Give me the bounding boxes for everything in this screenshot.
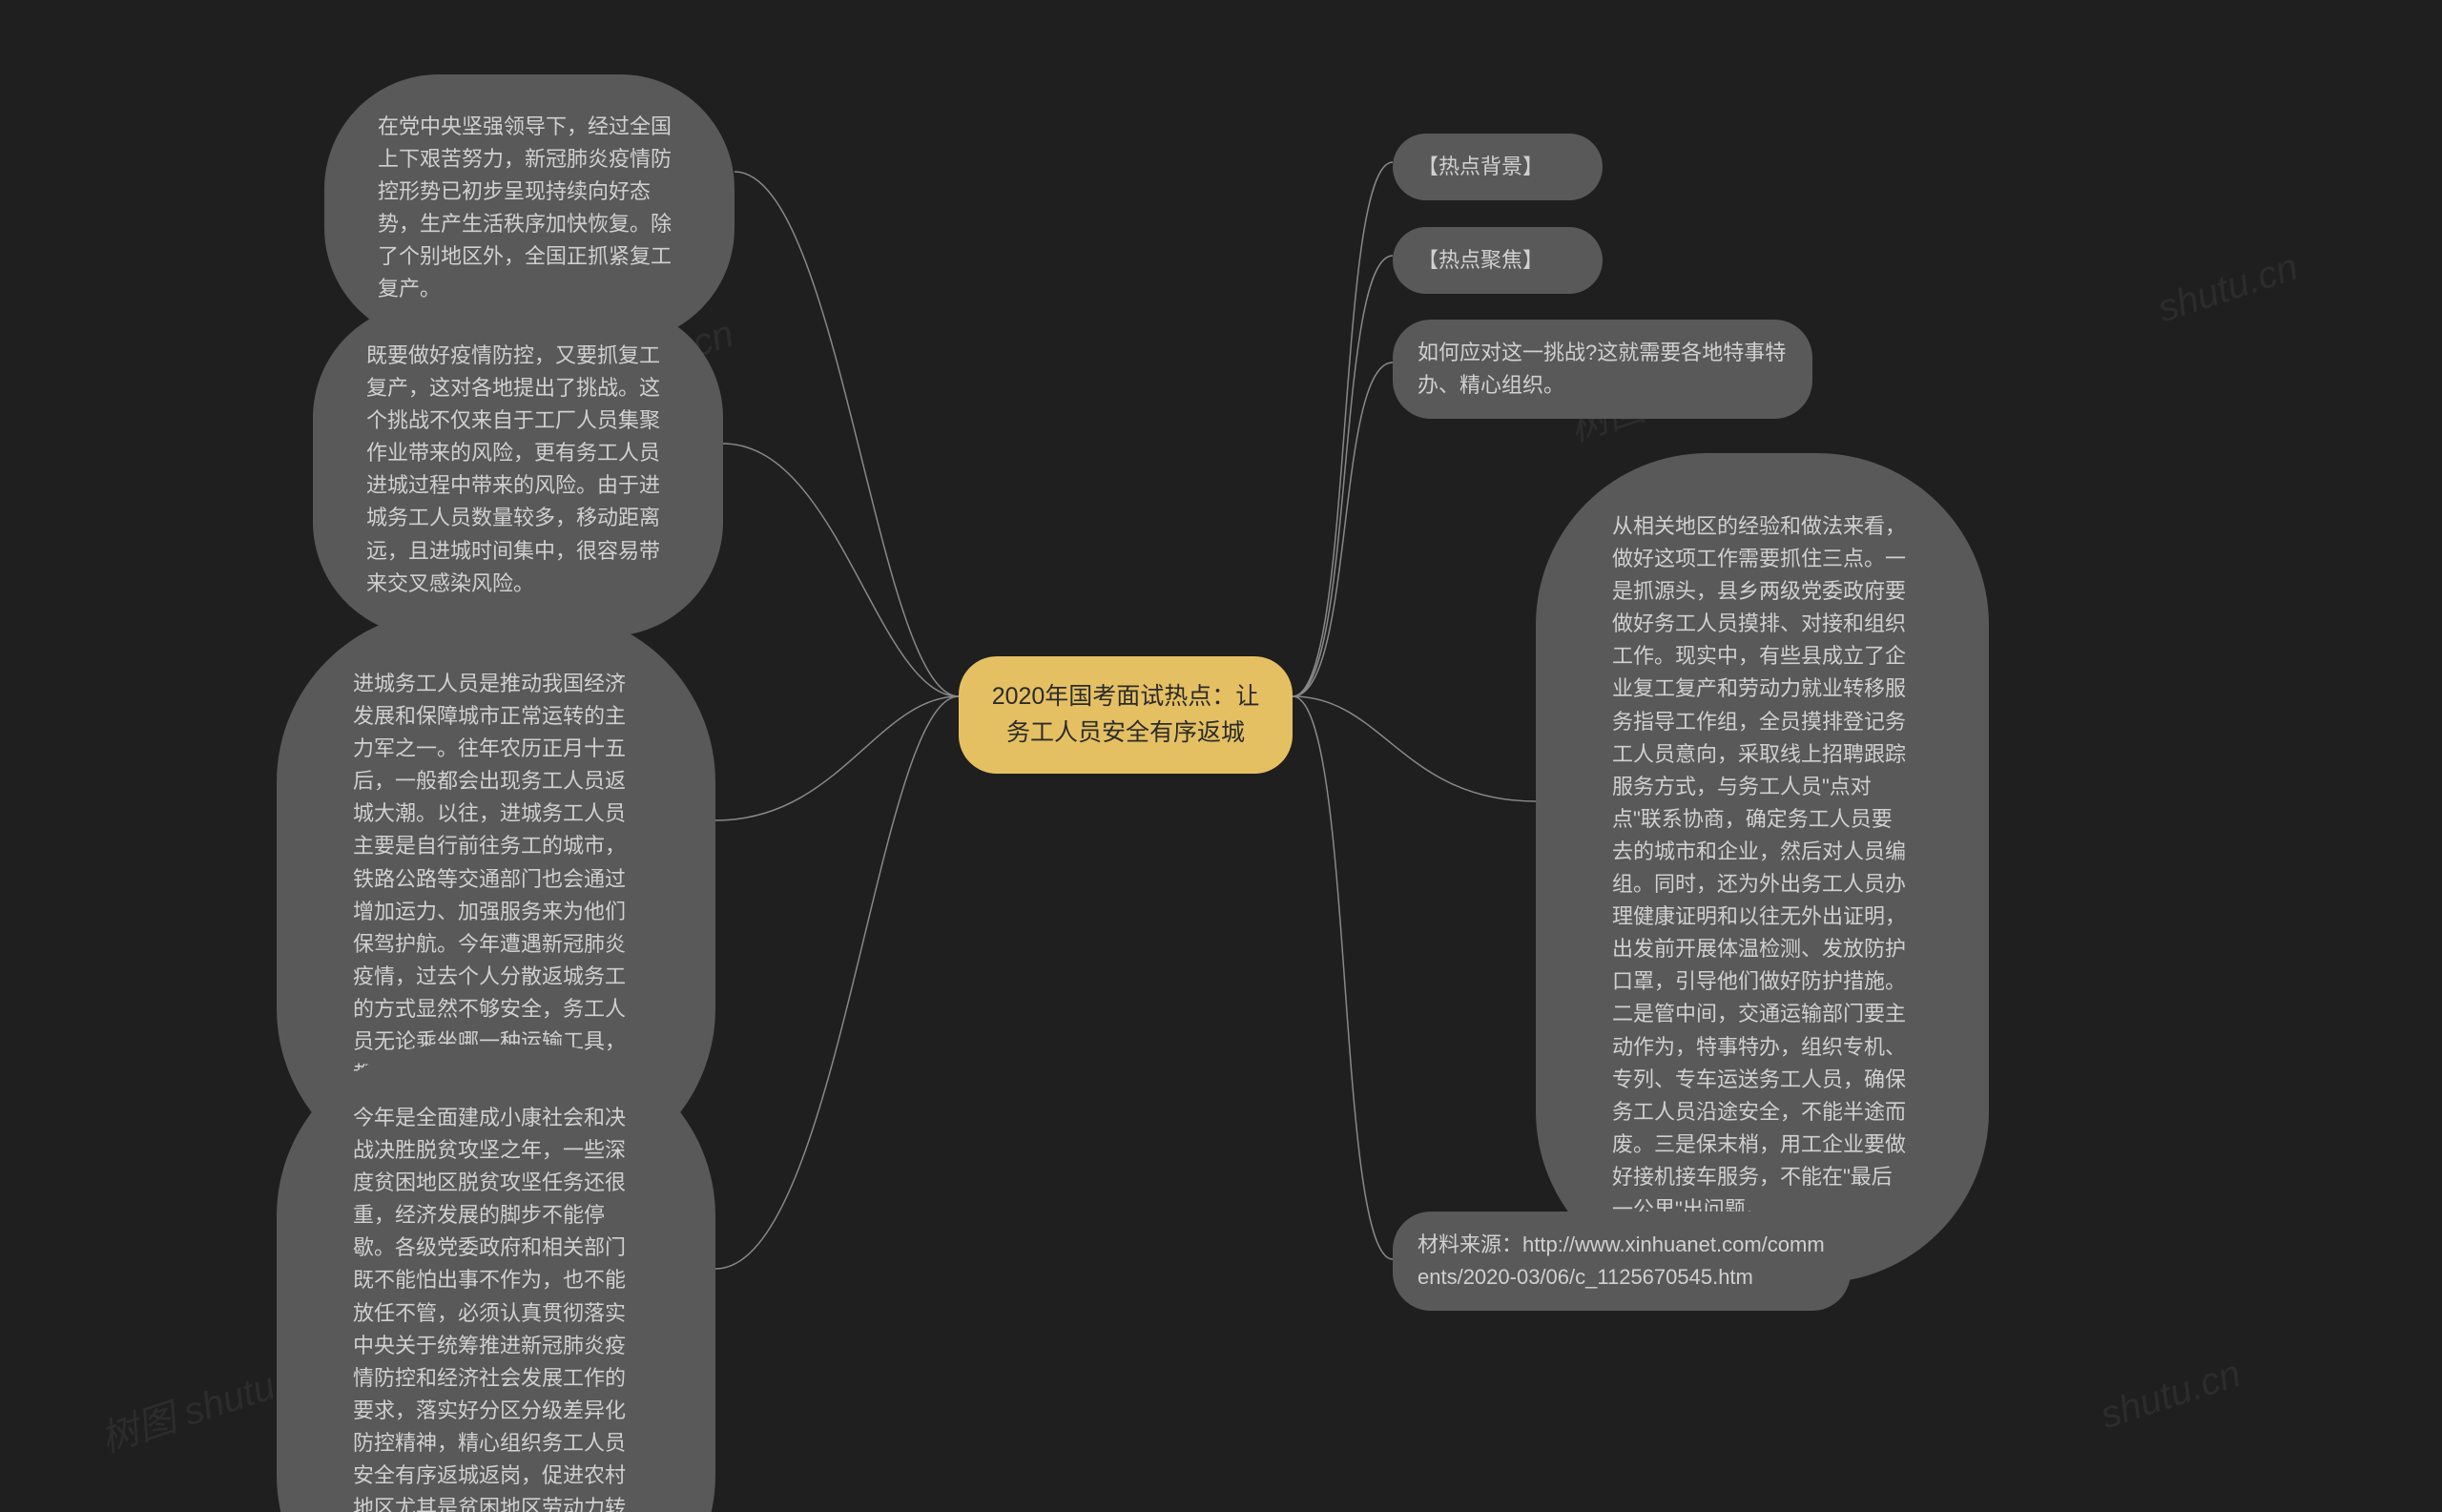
watermark: shutu.cn [2153,246,2304,332]
right-node-source[interactable]: 材料来源：http://www.xinhuanet.com/comments/2… [1393,1212,1851,1311]
edge-r1 [1293,162,1393,696]
right-node-1-text: 【热点背景】 [1418,155,1543,178]
right-node-4-text: 从相关地区的经验和做法来看，做好这项工作需要抓住三点。一是抓源头，县乡两级党委政… [1612,514,1906,1221]
edge-l1 [735,172,959,696]
left-node-2[interactable]: 既要做好疫情防控，又要抓复工复产，这对各地提出了挑战。这个挑战不仅来自于工厂人员… [313,303,723,636]
edge-r2 [1293,256,1393,696]
right-node-challenge[interactable]: 如何应对这一挑战?这就需要各地特事特办、精心组织。 [1393,320,1812,419]
right-node-5-text: 材料来源：http://www.xinhuanet.com/comments/2… [1418,1232,1825,1289]
center-line2: 务工人员安全有序返城 [1006,719,1245,746]
edge-r4 [1293,696,1536,801]
right-node-experience[interactable]: 从相关地区的经验和做法来看，做好这项工作需要抓住三点。一是抓源头，县乡两级党委政… [1536,453,1989,1283]
right-node-focus[interactable]: 【热点聚焦】 [1393,227,1603,294]
right-node-2-text: 【热点聚焦】 [1418,248,1543,272]
right-node-background[interactable]: 【热点背景】 [1393,134,1603,200]
right-node-3-text: 如何应对这一挑战?这就需要各地特事特办、精心组织。 [1418,341,1786,397]
watermark: shutu.cn [2096,1353,2246,1439]
left-node-2-text: 既要做好疫情防控，又要抓复工复产，这对各地提出了挑战。这个挑战不仅来自于工厂人员… [366,343,660,595]
edge-l4 [715,696,959,1269]
left-node-4[interactable]: 今年是全面建成小康社会和决战决胜脱贫攻坚之年，一些深度贫困地区脱贫攻坚任务还很重… [277,1045,715,1512]
center-node[interactable]: 2020年国考面试热点：让 务工人员安全有序返城 [959,656,1293,774]
edge-r5 [1293,696,1393,1259]
center-line1: 2020年国考面试热点：让 [992,683,1260,710]
edge-l3 [715,696,959,820]
edge-r3 [1293,362,1393,696]
left-node-4-text: 今年是全面建成小康社会和决战决胜脱贫攻坚之年，一些深度贫困地区脱贫攻坚任务还很重… [353,1106,626,1512]
edge-l2 [723,444,959,696]
left-node-1-text: 在党中央坚强领导下，经过全国上下艰苦努力，新冠肺炎疫情防控形势已初步呈现持续向好… [378,114,672,300]
left-node-1[interactable]: 在党中央坚强领导下，经过全国上下艰苦努力，新冠肺炎疫情防控形势已初步呈现持续向好… [324,74,735,342]
